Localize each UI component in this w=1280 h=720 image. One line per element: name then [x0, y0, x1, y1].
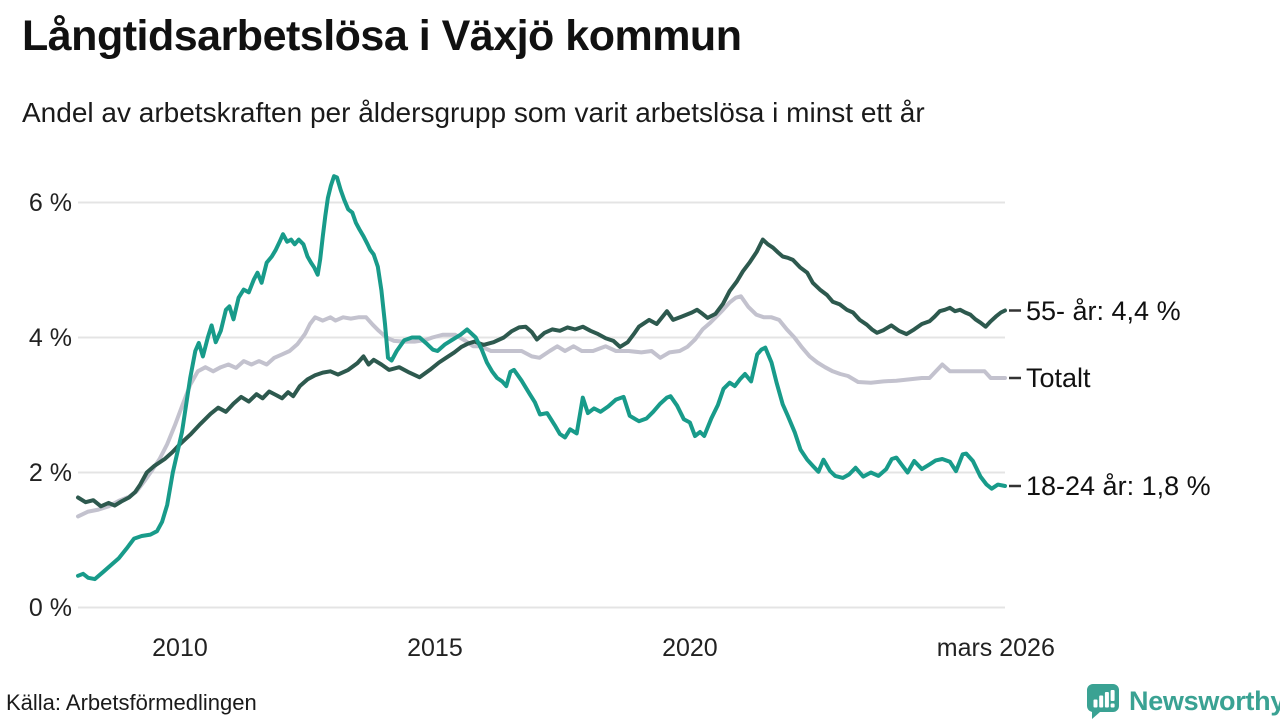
x-tick-2: 2020 — [662, 634, 718, 662]
series-line-Totalt — [76, 294, 1007, 519]
page-subtitle: Andel av arbetskraften per åldersgrupp s… — [22, 97, 925, 128]
y-tick-3: 6 % — [28, 188, 72, 217]
bar-chart-speech-bubble-icon — [1084, 682, 1122, 720]
series-label-1: 55- år: 4,4 % — [1026, 295, 1181, 326]
x-tick-0: 2010 — [152, 634, 208, 662]
y-tick-1: 2 % — [28, 458, 72, 487]
y-tick-2: 4 % — [28, 323, 72, 352]
brand-link[interactable]: Newsworthy — [1084, 682, 1280, 720]
brand-name: Newsworthy — [1129, 685, 1280, 716]
source-note: Källa: Arbetsförmedlingen — [6, 690, 257, 715]
page-title: Långtidsarbetslösa i Växjö kommun — [22, 12, 742, 60]
x-tick-1: 2015 — [407, 634, 463, 662]
x-tick-3: mars 2026 — [936, 634, 1055, 662]
series-line-55- år — [76, 237, 1007, 509]
series-label-2: 18-24 år: 1,8 % — [1026, 471, 1211, 501]
y-tick-0: 0 % — [28, 593, 72, 622]
series-line-18-24 år — [76, 174, 1007, 582]
series-label-0: Totalt — [1026, 363, 1091, 393]
